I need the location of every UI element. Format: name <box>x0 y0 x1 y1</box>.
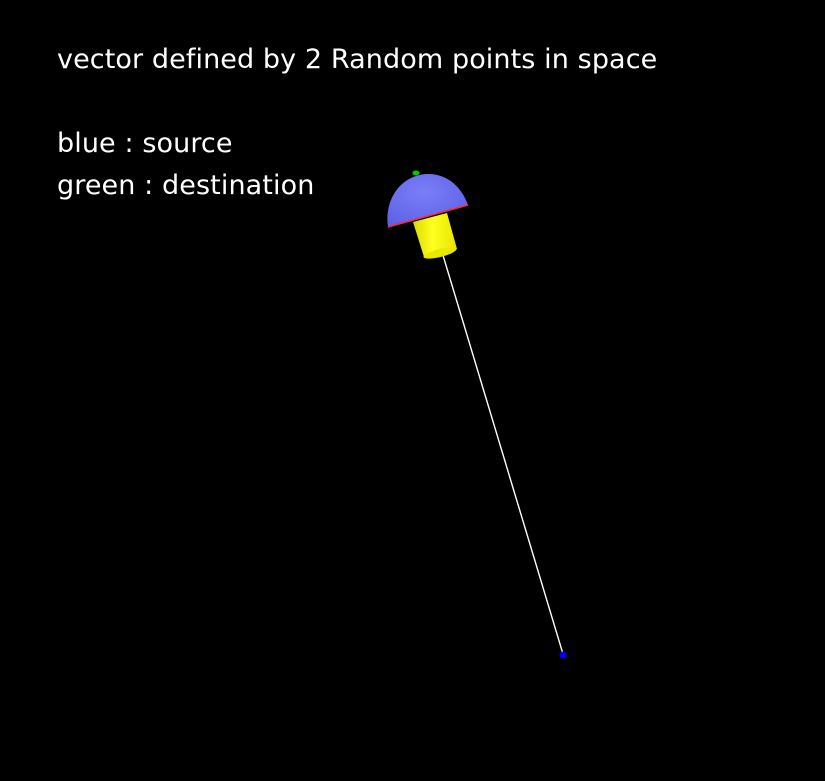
legend-destination-label: green : destination <box>57 170 315 201</box>
arrow-shaft <box>413 213 457 259</box>
source-point <box>559 651 567 659</box>
scene-title: vector defined by 2 Random points in spa… <box>57 44 658 75</box>
legend-source-label: blue : source <box>57 128 233 159</box>
vector-line <box>441 251 564 655</box>
arrow-head-cap <box>387 173 469 228</box>
destination-point <box>412 170 420 176</box>
